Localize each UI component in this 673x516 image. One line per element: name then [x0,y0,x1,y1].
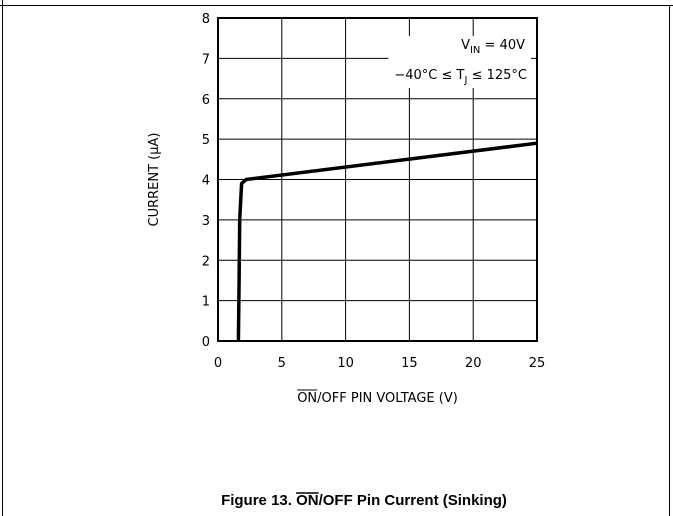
y-axis-label: CURRENT (μA) [147,133,162,227]
figure-caption: Figure 13. ON/OFF Pin Current (Sinking) [221,492,507,509]
y-tick-label: 2 [202,254,210,269]
x-tick-label: 15 [401,356,418,371]
caption-rest: /OFF Pin Current (Sinking) [319,492,507,509]
y-tick-label: 7 [202,52,210,67]
frame-top-border [0,5,673,6]
series-layer [236,141,538,342]
annotation-tj-rest: ≤ 125°C [467,68,527,83]
annotation-tj-sub: J [463,75,467,86]
x-axis-label-overbar: ON [297,391,317,406]
annotation-vin-sub: IN [470,45,480,56]
annotation-vin-rest: = 40V [480,38,525,53]
y-tick-label: 0 [202,335,210,350]
annotation-background [388,36,531,88]
x-tick-label: 20 [465,356,482,371]
y-tick-label: 6 [202,93,210,108]
x-axis-label-rest: /OFF PIN VOLTAGE (V) [317,391,458,406]
caption-prefix: Figure 13. [221,492,296,509]
y-tick-labels: 0 1 2 3 4 5 6 7 8 [202,12,210,350]
series-line-0 [236,141,538,342]
x-tick-label: 10 [337,356,354,371]
annotation-tj-pre: −40°C ≤ T [394,68,464,83]
y-tick-label: 8 [202,12,210,27]
x-axis-label: ON/OFF PIN VOLTAGE (V) [297,391,458,406]
y-tick-label: 3 [202,214,210,229]
annotation-vin: VIN = 40V [461,38,525,56]
x-tick-label: 5 [278,356,286,371]
annotation-vin-base: V [461,38,470,53]
x-tick-label: 0 [214,356,222,371]
caption-overbar: ON [296,492,319,509]
plot-area [217,17,538,342]
y-tick-label: 1 [202,295,210,310]
y-tick-label: 5 [202,133,210,148]
frame-left-border [2,0,3,516]
frame-right-border [669,5,670,516]
annotation-tj: −40°C ≤ TJ ≤ 125°C [394,68,527,86]
x-tick-labels: 0 5 10 15 20 25 [214,356,545,371]
y-tick-label: 4 [202,174,210,189]
x-tick-label: 25 [529,356,546,371]
